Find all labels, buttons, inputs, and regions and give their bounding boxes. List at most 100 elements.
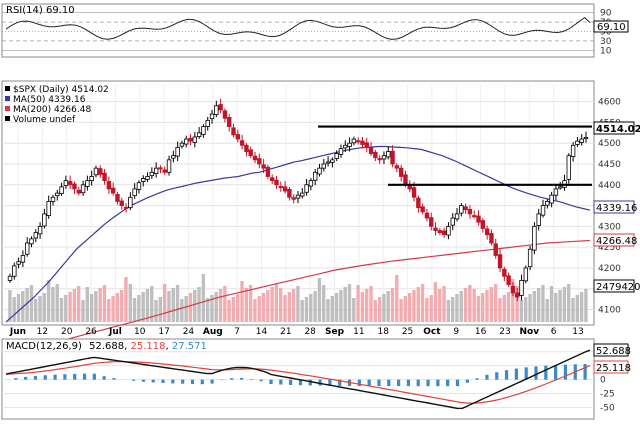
candle-body [90, 176, 94, 180]
macd-histogram-bar [250, 379, 253, 380]
volume-bar [421, 284, 424, 322]
macd-histogram-bar [554, 365, 557, 380]
volume-bar [184, 296, 187, 322]
volume-bar [404, 296, 407, 322]
x-tick-label: 16 [475, 327, 487, 337]
volume-bar [180, 299, 183, 322]
candle-body [51, 197, 55, 201]
volume-bar [528, 294, 531, 322]
price-tick-label: 4600 [598, 98, 621, 108]
candle-body [262, 165, 266, 168]
macd-histogram-bar [103, 376, 106, 379]
candle-body [339, 149, 343, 155]
candle-body [55, 193, 59, 195]
volume-bar [51, 287, 54, 322]
candle-body [206, 120, 210, 126]
macd-signal-value: 25.118 [131, 341, 166, 352]
candle-body [515, 293, 519, 297]
macd-histogram-bar [53, 375, 56, 380]
legend-label: $SPX (Daily) 4514.02 [13, 85, 109, 95]
candle-body [163, 170, 167, 172]
macd-histogram-bar [309, 380, 312, 386]
x-tick-label: 12 [37, 327, 48, 337]
candle-body [180, 143, 184, 146]
volume-bar [107, 299, 110, 322]
candle-body [8, 276, 12, 280]
volume-bar [206, 298, 209, 322]
volume-bar [34, 299, 37, 322]
x-tick-label: Sep [325, 327, 345, 337]
candle-body [528, 249, 532, 266]
ma200-price-tag: 4266.48 [596, 236, 637, 247]
x-tick-label: 17 [158, 327, 169, 337]
macd-histogram-bar [161, 380, 164, 383]
volume-bar [335, 293, 338, 322]
candle-body [292, 198, 296, 200]
candle-body [498, 255, 502, 268]
volume-bar [309, 294, 312, 322]
volume-bar [159, 297, 162, 322]
volume-bar [369, 286, 372, 322]
candle-body [141, 179, 145, 182]
macd-histogram-bar [14, 378, 17, 380]
candle-body [197, 133, 201, 137]
price-tick-label: 4400 [598, 181, 621, 191]
macd-histogram-bar [426, 380, 429, 387]
candle-body [193, 137, 197, 142]
candle-body [43, 214, 47, 226]
macd-hist-value: 27.571 [172, 341, 207, 352]
volume-bar [90, 294, 93, 322]
macd-histogram-bar [485, 375, 488, 380]
x-tick-label: 9 [453, 327, 459, 337]
rsi-tick-label: 10 [600, 46, 612, 56]
volume-bar [232, 297, 235, 322]
macd-histogram-bar [495, 372, 498, 379]
macd-histogram-bar [211, 380, 214, 384]
volume-bar [262, 293, 265, 322]
volume-bar [503, 295, 506, 322]
volume-bar [541, 285, 544, 322]
candle-body [576, 141, 580, 144]
volume-bar [412, 290, 415, 322]
macd-histogram-bar [181, 380, 184, 384]
candle-body [382, 156, 386, 159]
macd-histogram-bar [505, 370, 508, 380]
candle-body [477, 216, 481, 222]
volume-bar [567, 284, 570, 322]
volume-bar [129, 284, 132, 322]
candle-body [150, 172, 154, 175]
x-tick-label: 21 [280, 327, 291, 337]
macd-histogram-bar [260, 380, 263, 382]
volume-bar [215, 292, 218, 322]
candle-body [236, 134, 240, 139]
candle-body [176, 147, 180, 156]
macd-histogram-bar [142, 380, 145, 382]
x-tick-label: Jul [108, 327, 122, 337]
volume-bar [425, 298, 428, 322]
candle-body [490, 233, 494, 243]
volume-bar [395, 275, 398, 322]
candle-body [421, 207, 425, 212]
volume-bar [507, 292, 510, 322]
candle-body [404, 175, 408, 185]
candle-body [425, 213, 429, 218]
volume-bar [64, 295, 67, 322]
volume-bar [455, 294, 458, 322]
volume-bar [322, 285, 325, 322]
candle-body [361, 141, 365, 144]
macd-panel: MACD(12,26,9) 52.688, 25.118, 27.571 502… [2, 339, 631, 419]
candle-body [47, 201, 51, 215]
candle-body [395, 166, 399, 168]
macd-histogram-bar [476, 378, 479, 379]
candle-body [81, 185, 85, 193]
macd-histogram-bar [534, 366, 537, 379]
x-tick-label: 20 [61, 327, 73, 337]
candle-body [429, 218, 433, 227]
volume-bar [460, 291, 463, 322]
x-tick-label: 28 [304, 327, 316, 337]
legend-swatch [5, 116, 10, 121]
candle-body [240, 141, 244, 146]
volume-bar [193, 290, 196, 322]
